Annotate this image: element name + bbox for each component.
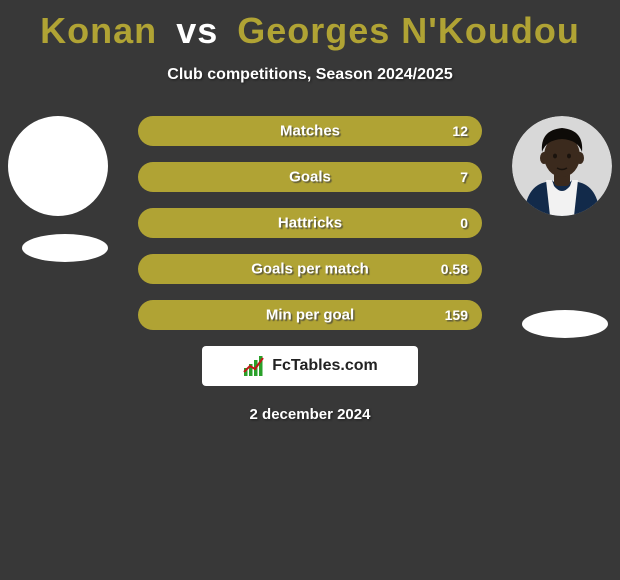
stat-bar: Matches 12 [138,116,482,146]
stat-bar-value-right: 12 [452,123,468,139]
footer-logo: FcTables.com [202,346,418,386]
footer-date: 2 december 2024 [0,406,620,423]
chart-icon [242,354,266,378]
player1-name: Konan [40,10,157,51]
footer-logo-text: FcTables.com [272,357,378,375]
vs-label: vs [176,10,218,51]
content-area: Matches 12 Goals 7 Hattricks 0 Goals per match… [0,116,620,330]
stat-bar-label: Goals [289,169,331,186]
stat-bar-value-right: 0 [460,215,468,231]
subtitle: Club competitions, Season 2024/2025 [0,66,620,84]
stat-bar-value-right: 0.58 [441,261,468,277]
stat-bars: Matches 12 Goals 7 Hattricks 0 Goals per match… [138,116,482,330]
page-title: Konan vs Georges N'Koudou [0,0,620,52]
player2-club-badge [522,310,608,338]
stat-bar-label: Min per goal [266,307,354,324]
player2-avatar [512,116,612,216]
stat-bar: Hattricks 0 [138,208,482,238]
player1-club-badge [22,234,108,262]
stat-bar-label: Hattricks [278,215,342,232]
stat-bar: Min per goal 159 [138,300,482,330]
stat-bar: Goals per match 0.58 [138,254,482,284]
stat-bar-label: Matches [280,123,340,140]
player2-avatar-svg [512,116,612,216]
stat-bar-label: Goals per match [251,261,369,278]
stat-bar-value-right: 7 [460,169,468,185]
stat-bar: Goals 7 [138,162,482,192]
player2-name: Georges N'Koudou [237,10,580,51]
player1-avatar [8,116,108,216]
stat-bar-value-right: 159 [445,307,468,323]
